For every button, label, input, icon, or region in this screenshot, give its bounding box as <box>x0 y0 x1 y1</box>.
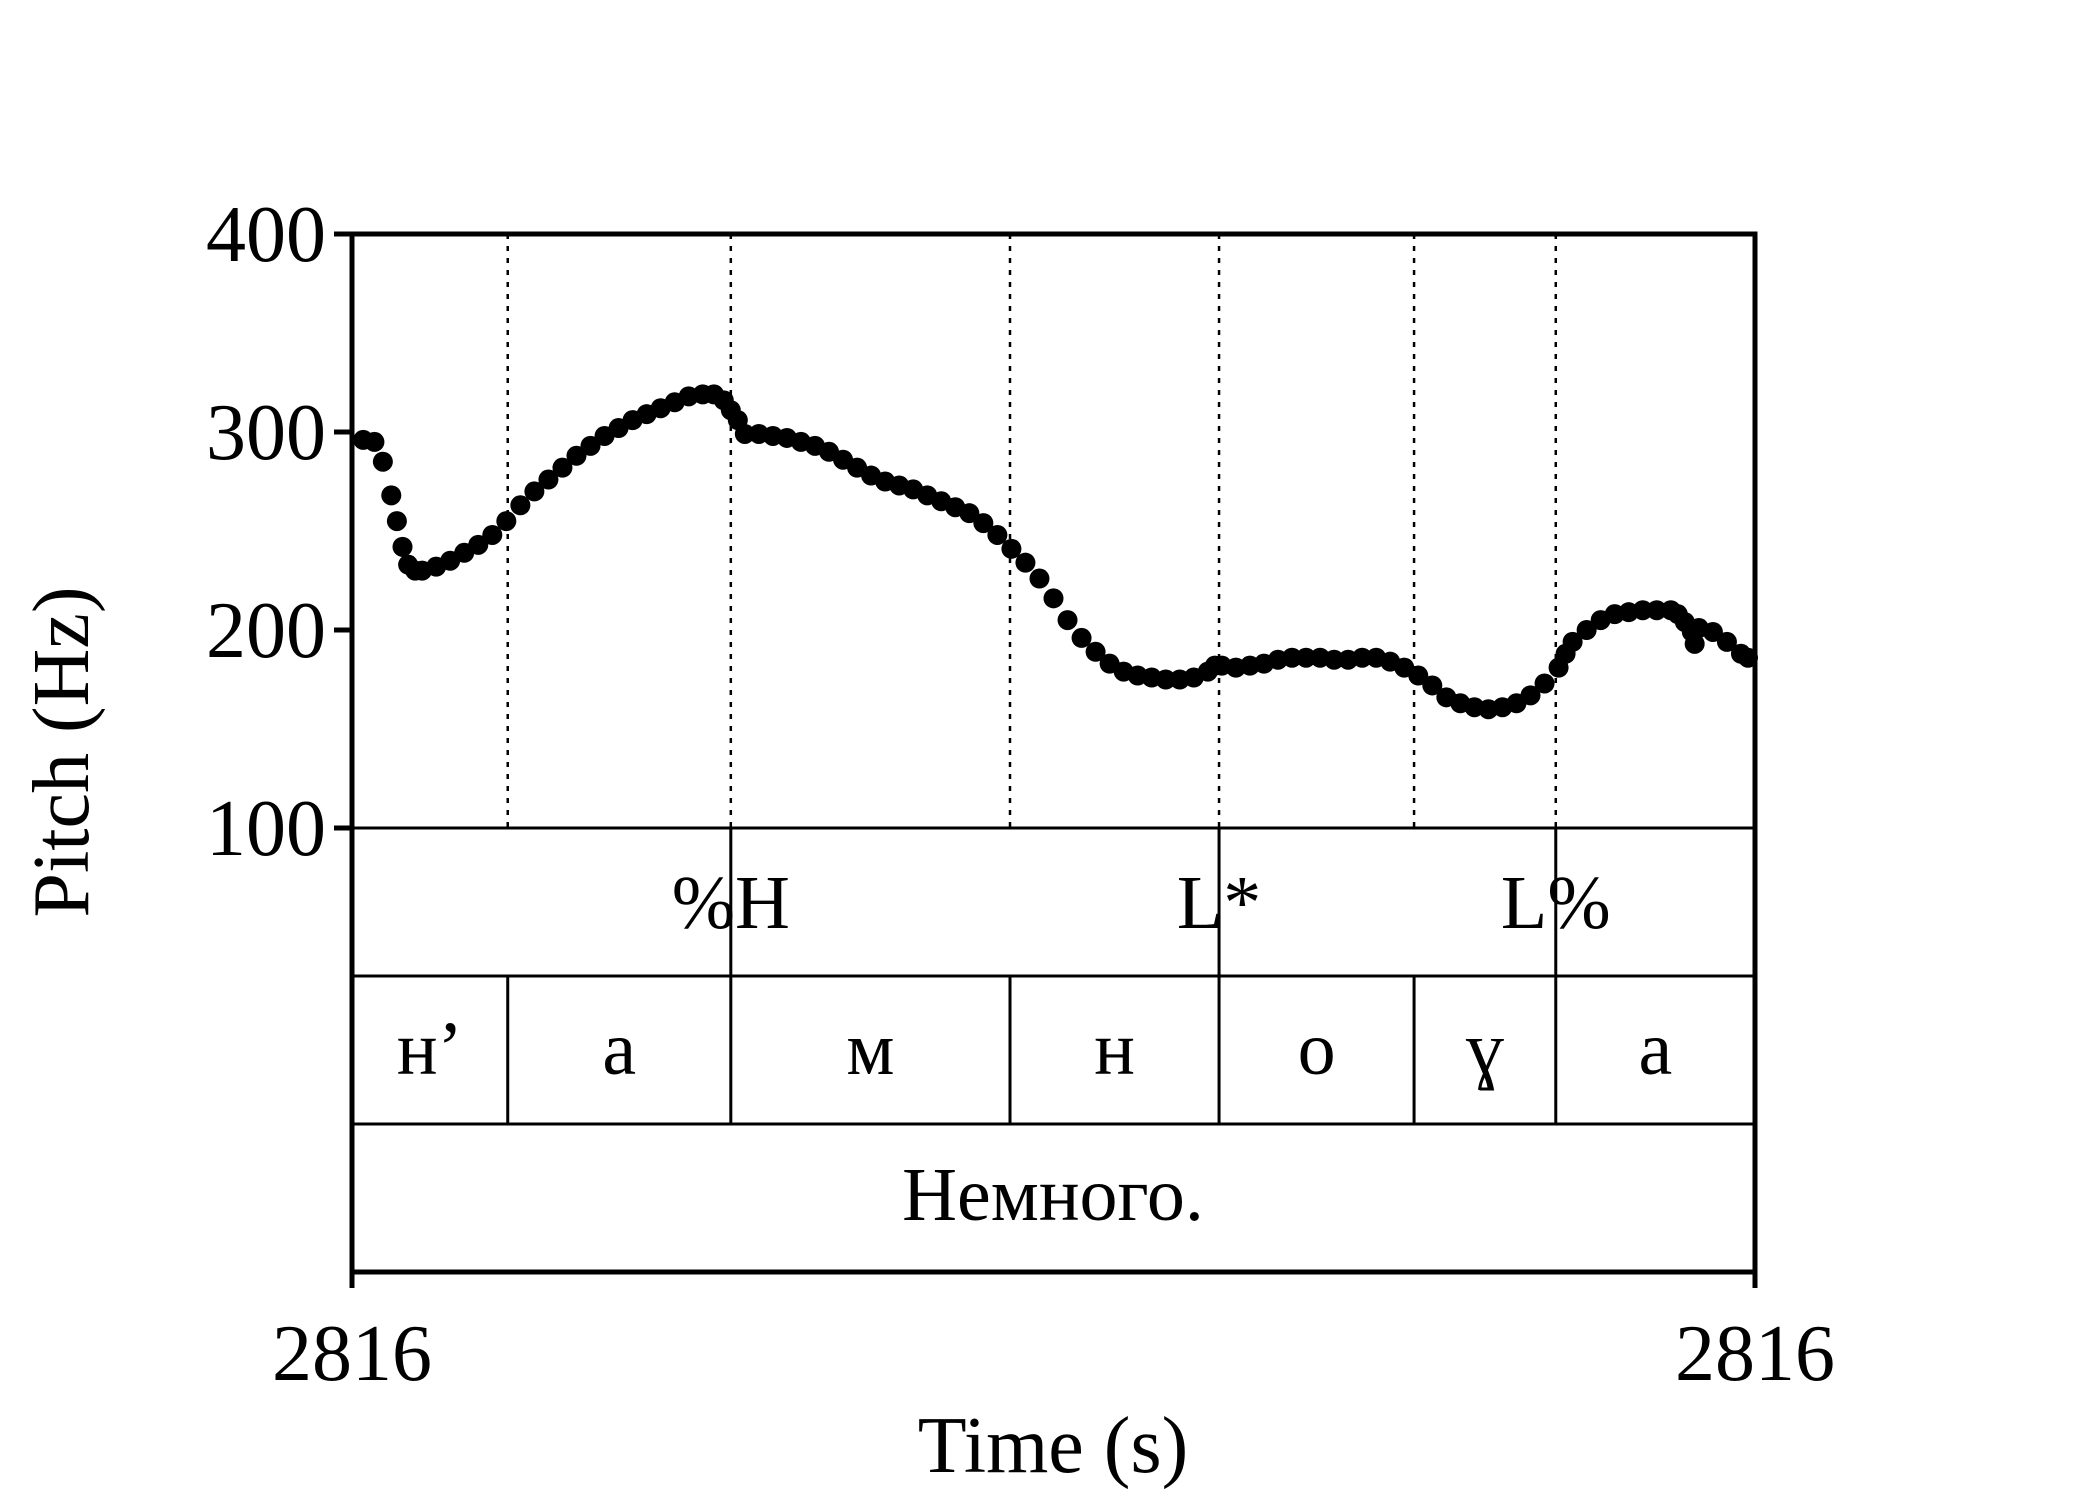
pitch-point <box>1296 647 1317 668</box>
pitch-point <box>1282 647 1303 668</box>
boundary-lines <box>506 234 1558 1124</box>
segment-tier-labels: н’ а м н о ɣ а <box>397 1007 1672 1091</box>
segment-label-2: м <box>846 1007 894 1091</box>
pitch-point <box>552 457 573 478</box>
pitch-point <box>1029 568 1050 589</box>
pitch-point <box>538 469 559 490</box>
pitch-point <box>1534 673 1555 694</box>
segment-label-0: н’ <box>397 1007 463 1091</box>
pitch-point <box>1015 552 1036 573</box>
pitch-point <box>1057 610 1078 631</box>
pitch-point <box>524 481 545 502</box>
pitch-point <box>1632 600 1653 621</box>
pitch-point <box>1702 621 1723 642</box>
pitch-point <box>987 524 1008 545</box>
tone-label-0: %H <box>672 861 790 945</box>
pitch-point <box>1071 627 1092 648</box>
pitch-point <box>973 513 994 534</box>
pitch-point <box>372 451 393 472</box>
pitch-point <box>1043 588 1064 609</box>
pitch-point <box>1324 649 1345 670</box>
pitch-point <box>1562 631 1583 652</box>
x-axis-title: Time (s) <box>918 1402 1188 1490</box>
pitch-point <box>1576 620 1597 640</box>
pitch-point <box>386 511 407 532</box>
pitch-point <box>1001 538 1022 559</box>
pitch-point <box>566 445 587 466</box>
pitch-point <box>1352 647 1373 668</box>
y-tick-label-200: 200 <box>206 587 326 675</box>
pitch-point <box>1422 675 1443 696</box>
pitch-point <box>959 503 980 524</box>
x-tick-label-end: 2816 <box>1675 1310 1835 1398</box>
tone-label-1: L* <box>1177 861 1261 945</box>
pitch-point <box>482 524 503 545</box>
plot-frame <box>349 231 1758 1275</box>
pitch-point <box>1716 631 1737 652</box>
segment-label-6: а <box>1639 1007 1673 1091</box>
y-tick-label-100: 100 <box>206 785 326 873</box>
pitch-point <box>510 495 531 516</box>
tone-label-2: L% <box>1501 861 1611 945</box>
pitch-point <box>734 423 755 444</box>
pitch-point <box>1684 633 1705 654</box>
pitch-point <box>392 536 413 557</box>
pitch-point <box>1085 641 1106 662</box>
pitch-point <box>580 435 601 456</box>
pitch-point <box>496 511 517 532</box>
y-tick-label-400: 400 <box>206 191 326 279</box>
pitch-point <box>1646 600 1667 621</box>
segment-label-3: н <box>1094 1007 1135 1091</box>
pitch-point <box>364 431 385 452</box>
segment-label-1: а <box>602 1007 636 1091</box>
y-axis-ticks: 100 200 300 400 <box>206 191 352 873</box>
x-tick-label-start: 2816 <box>272 1310 432 1398</box>
pitch-point <box>1520 685 1541 706</box>
pitch-point <box>1155 669 1176 690</box>
pitch-points <box>353 384 1758 720</box>
tone-tier-labels: %H L* L% <box>672 861 1611 945</box>
segment-label-4: о <box>1298 1007 1336 1091</box>
pitch-point <box>381 485 402 506</box>
pitch-point <box>1408 665 1429 686</box>
y-axis-title: Pitch (Hz) <box>18 586 106 917</box>
pitch-point <box>468 534 489 555</box>
word-tier-label: Немного. <box>902 1153 1204 1237</box>
segment-label-5: ɣ <box>1466 1007 1504 1091</box>
y-tick-label-300: 300 <box>206 389 326 477</box>
